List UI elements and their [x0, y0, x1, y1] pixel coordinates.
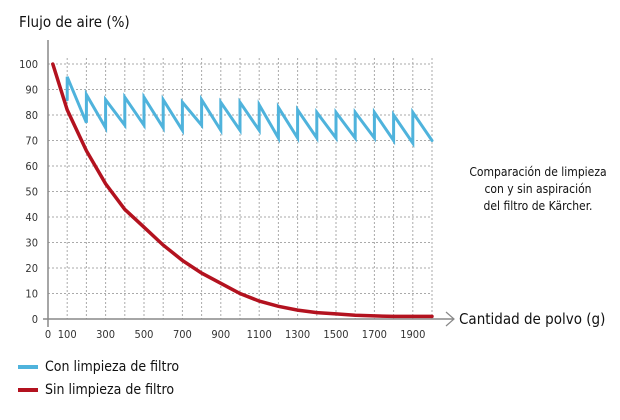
x-axis-title: Cantidad de polvo (g)	[459, 310, 606, 328]
x-tick-label: 0	[45, 328, 51, 341]
x-tick-label: 300	[96, 328, 115, 341]
series-line-con-limpieza	[65, 76, 434, 148]
y-tick-label: 60	[25, 160, 38, 173]
x-tick-label: 1100	[247, 328, 272, 341]
y-tick-label: 0	[32, 313, 38, 326]
annotation-line: Comparación de limpieza	[469, 165, 607, 179]
y-tick-label: 20	[25, 262, 38, 275]
x-tick-label: 1300	[285, 328, 310, 341]
x-tick-label: 700	[173, 328, 192, 341]
annotation-line: del filtro de Kärcher.	[483, 199, 593, 213]
legend-label: Sin limpieza de filtro	[45, 382, 175, 398]
x-tick-label: 1900	[400, 328, 425, 341]
y-axis-title: Flujo de aire (%)	[19, 13, 130, 31]
y-tick-label: 70	[25, 135, 38, 148]
x-axis-arrow-icon	[445, 311, 455, 327]
legend-item-con-limpieza: Con limpieza de filtro	[18, 359, 179, 375]
y-tick-label: 50	[25, 186, 38, 199]
y-tick-label: 100	[19, 58, 38, 71]
x-tick-label: 1700	[362, 328, 387, 341]
x-tick-label: 500	[135, 328, 154, 341]
annotation-line: con y sin aspiración	[484, 182, 592, 196]
legend-swatch-red	[18, 388, 38, 392]
y-tick-label: 80	[25, 109, 38, 122]
y-tick-label: 90	[25, 84, 38, 97]
legend-swatch-blue	[18, 365, 38, 369]
y-tick-label: 10	[25, 288, 38, 301]
legend-label: Con limpieza de filtro	[45, 359, 180, 375]
x-tick-label: 100	[58, 328, 77, 341]
chart-annotation: Comparación de limpieza con y sin aspira…	[448, 164, 620, 215]
x-tick-label: 1500	[323, 328, 348, 341]
x-tick-label: 900	[211, 328, 230, 341]
series-line-sin-limpieza	[51, 62, 434, 319]
y-tick-label: 30	[25, 237, 38, 250]
legend-item-sin-limpieza: Sin limpieza de filtro	[18, 382, 174, 398]
y-tick-label: 40	[25, 211, 38, 224]
